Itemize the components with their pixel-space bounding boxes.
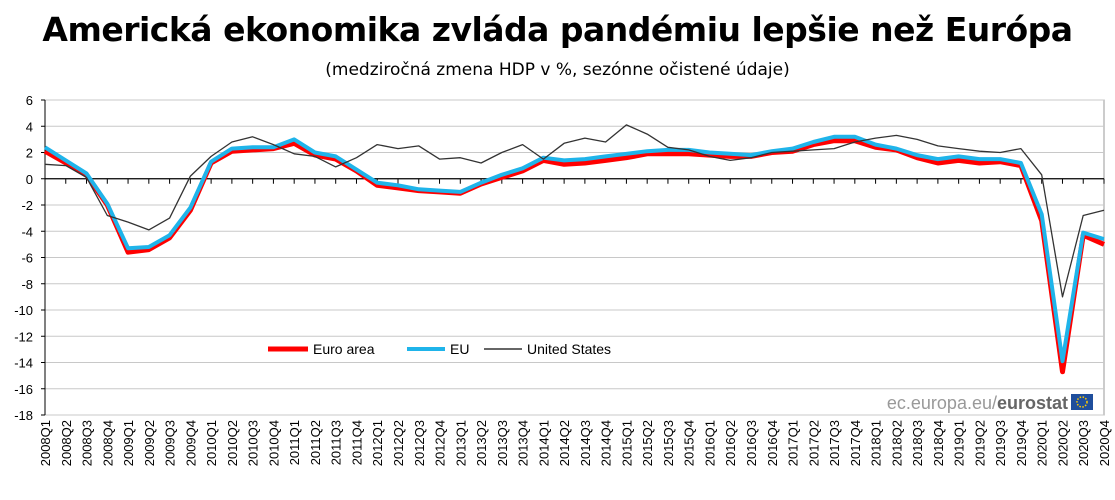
series-line-united-states	[44, 124, 1105, 298]
x-tick-label: 2016Q2	[723, 420, 738, 466]
x-tick-label: 2009Q2	[142, 420, 157, 466]
y-tick-label: -16	[14, 382, 33, 397]
x-tick-label: 2010Q3	[246, 420, 261, 466]
x-tick-label: 2020Q1	[1035, 420, 1050, 466]
x-tick-label: 2017Q1	[786, 420, 801, 466]
x-tick-label: 2020Q4	[1097, 420, 1112, 466]
x-tick-label: 2012Q4	[433, 420, 448, 466]
x-tick-label: 2017Q2	[806, 420, 821, 466]
x-tick-label: 2018Q1	[869, 420, 884, 466]
legend-label-euro-area: Euro area	[313, 341, 375, 357]
x-tick-label: 2014Q1	[536, 420, 551, 466]
x-tick-label: 2010Q1	[204, 420, 219, 466]
y-axis: 6 4 2 0 -2 -4 -6 -8 -10 -12 -14 -16 -18	[14, 93, 46, 423]
x-tick-label: 2010Q4	[266, 420, 281, 466]
x-tick-label: 2014Q4	[599, 420, 614, 466]
x-tick-label: 2009Q1	[121, 420, 136, 466]
x-tick-label: 2019Q3	[993, 420, 1008, 466]
y-tick-label: 2	[26, 146, 33, 161]
x-tick-label: 2015Q2	[640, 420, 655, 466]
legend-label-united-states: United States	[527, 341, 611, 357]
x-tick-label: 2010Q2	[225, 420, 240, 466]
x-axis: 2008Q1 2008Q2 2008Q3 2008Q4 2009Q1 2009Q2 2009…	[38, 178, 1112, 466]
y-tick-label: -18	[14, 408, 33, 423]
y-tick-label: -10	[14, 303, 33, 318]
x-tick-label: 2017Q4	[848, 420, 863, 466]
x-tick-label: 2015Q1	[619, 420, 634, 466]
y-tick-label: 0	[26, 172, 33, 187]
x-tick-label: 2020Q2	[1055, 420, 1070, 466]
y-tick-label: -2	[21, 198, 33, 213]
eu-stars-icon	[1076, 396, 1088, 408]
x-tick-label: 2016Q3	[744, 420, 759, 466]
x-tick-label: 2012Q1	[370, 420, 385, 466]
series-lines	[43, 124, 1106, 375]
x-tick-label: 2013Q3	[495, 420, 510, 466]
y-tick-label: 4	[26, 119, 33, 134]
x-tick-label: 2012Q2	[391, 420, 406, 466]
eu-flag-icon	[1071, 394, 1093, 410]
x-tick-label: 2011Q3	[329, 420, 344, 465]
x-tick-label: 2019Q4	[1014, 420, 1029, 466]
x-tick-label: 2018Q4	[931, 420, 946, 466]
series-line-eu	[43, 134, 1105, 364]
x-tick-label: 2020Q3	[1076, 420, 1091, 466]
x-tick-label: 2012Q3	[412, 420, 427, 466]
legend-label-eu: EU	[450, 341, 469, 357]
x-tick-label: 2015Q4	[682, 420, 697, 466]
x-tick-label: 2016Q4	[765, 420, 780, 466]
x-tick-label: 2017Q3	[827, 420, 842, 466]
watermark-text: ec.europa.eu/eurostat	[887, 393, 1068, 413]
x-tick-label: 2016Q1	[702, 420, 717, 466]
watermark: ec.europa.eu/eurostat	[887, 393, 1093, 413]
x-tick-label: 2014Q2	[557, 420, 572, 466]
x-tick-label: 2019Q2	[972, 420, 987, 466]
x-tick-label: 2008Q4	[100, 420, 115, 466]
x-tick-label: 2009Q3	[163, 420, 178, 466]
x-tick-label: 2008Q3	[80, 420, 95, 466]
chart-subtitle: (medziročná zmena HDP v %, sezónne očist…	[325, 60, 790, 80]
y-tick-label: 6	[26, 93, 33, 108]
x-tick-label: 2013Q4	[516, 420, 531, 466]
y-tick-label: -8	[21, 277, 33, 292]
x-tick-label: 2009Q4	[183, 420, 198, 466]
x-tick-label: 2019Q1	[952, 420, 967, 466]
y-tick-label: -4	[21, 224, 33, 239]
x-tick-label: 2013Q2	[474, 420, 489, 466]
chart-title: Americká ekonomika zvláda pandémiu lepši…	[42, 10, 1073, 49]
x-tick-label: 2008Q2	[59, 420, 74, 466]
x-tick-label: 2011Q1	[287, 420, 302, 465]
gridlines	[44, 99, 1105, 416]
x-tick-label: 2018Q3	[910, 420, 925, 466]
x-tick-label: 2011Q2	[308, 420, 323, 465]
x-tick-label: 2011Q4	[349, 420, 364, 465]
y-tick-label: -12	[14, 329, 33, 344]
x-tick-label: 2014Q3	[578, 420, 593, 466]
x-tick-label: 2015Q3	[661, 420, 676, 466]
x-tick-label: 2018Q2	[889, 420, 904, 466]
y-tick-label: -14	[14, 356, 33, 371]
x-tick-label: 2013Q1	[453, 420, 468, 466]
legend: Euro area EU United States	[268, 341, 611, 357]
x-tick-label: 2008Q1	[38, 420, 53, 466]
y-tick-label: -6	[21, 251, 33, 266]
